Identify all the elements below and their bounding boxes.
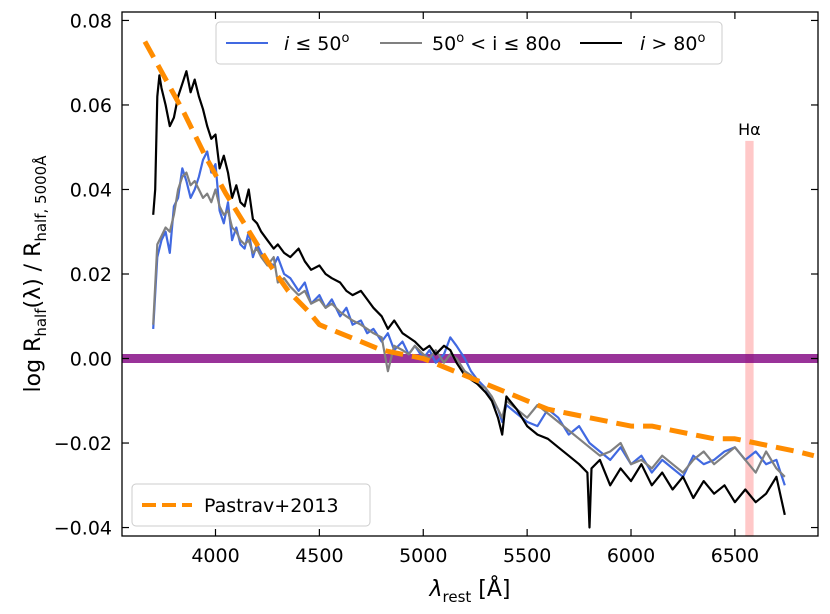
x-tick-label: 5000 (399, 545, 447, 567)
series-line-mid (152, 171, 786, 478)
y-tick-label: −0.02 (54, 433, 112, 455)
x-tick-label: 6500 (711, 545, 759, 567)
y-tick-label: 0.00 (70, 349, 112, 371)
y-tick-label: 0.02 (70, 264, 112, 286)
x-tick-label: 4000 (191, 545, 239, 567)
legend-label-model: Pastrav+2013 (204, 495, 339, 517)
y-tick-label: −0.04 (54, 518, 112, 540)
legend-label-mid: 50o < i ≤ 80o (432, 31, 561, 55)
legend-bottom-box (131, 483, 371, 527)
background-bands (122, 140, 818, 536)
plot-background (122, 12, 818, 536)
y-tick-label: 0.08 (70, 10, 112, 32)
x-tick-label: 6000 (607, 545, 655, 567)
legend-label-high: i > 80o (640, 31, 705, 55)
plot-frame (121, 11, 819, 537)
y-axis-title: log Rhalf(λ) / Rhalf, 5000Å (21, 155, 50, 393)
legend-top: i ≤ 50o 50o < i ≤ 80o i > 80o (215, 21, 723, 65)
x-axis-title: λrest [Å] (428, 575, 510, 606)
halpha-band (745, 140, 754, 536)
x-tick-label: 5500 (503, 545, 551, 567)
legend-label-low: i ≤ 50o (284, 31, 349, 55)
y-tick-label: 0.06 (70, 95, 112, 117)
series-line-model (142, 40, 815, 459)
legend-top-box (215, 21, 723, 65)
legend-bottom: Pastrav+2013 (131, 483, 371, 527)
y-tick-label: 0.04 (70, 179, 112, 201)
series-group (142, 40, 815, 529)
axis-ticks: 4000 4500 5000 5500 6000 6500 −0.04 −0.02 0.00 0.… (54, 10, 818, 567)
halpha-annotation: Hα (738, 120, 761, 139)
series-line-high (152, 70, 786, 529)
x-tick-label: 4500 (295, 545, 343, 567)
